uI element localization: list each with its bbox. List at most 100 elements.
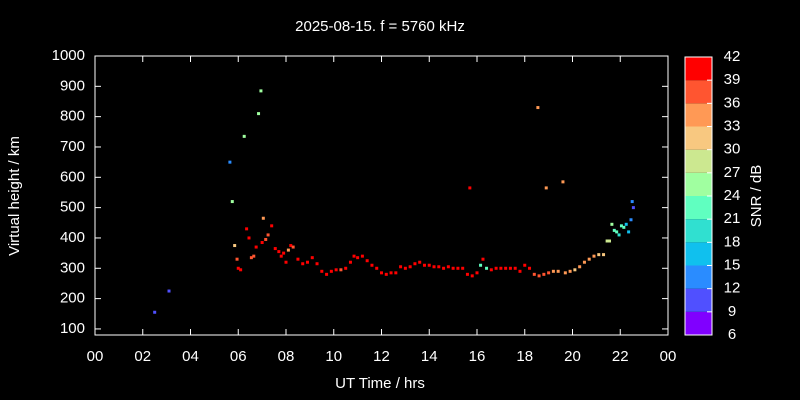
data-point [422, 263, 426, 267]
colorbar-tick-label: 18 [724, 233, 741, 250]
colorbar-band [685, 80, 712, 104]
x-tick-label: 00 [87, 348, 104, 365]
data-point [394, 271, 398, 275]
x-tick-label: 06 [230, 348, 247, 365]
data-point [544, 186, 548, 190]
data-point [352, 254, 356, 258]
data-point [481, 257, 485, 261]
data-point [631, 206, 635, 210]
data-point [277, 250, 281, 254]
colorbar-tick-label: 24 [724, 187, 741, 204]
data-point [556, 269, 560, 273]
x-tick-label: 04 [182, 348, 199, 365]
data-point [610, 222, 614, 226]
data-point [432, 265, 436, 269]
colorbar-tick-label: 9 [728, 303, 736, 320]
chart-title: 2025-08-15. f = 5760 kHz [295, 18, 465, 35]
data-point [504, 266, 508, 270]
y-tick-label: 1000 [52, 47, 85, 64]
data-point [239, 268, 243, 272]
data-point [602, 253, 606, 257]
colorbar-band [685, 57, 712, 81]
colorbar-band [685, 242, 712, 266]
y-tick-label: 300 [60, 259, 85, 276]
data-point [528, 266, 532, 270]
data-point [375, 266, 379, 270]
data-point [489, 268, 493, 272]
data-point [542, 272, 546, 276]
data-point [479, 263, 483, 267]
colorbar-tick-label: 36 [724, 94, 741, 111]
data-point [578, 265, 582, 269]
data-point [573, 268, 577, 272]
colorbar-band [685, 103, 712, 127]
data-point [365, 259, 369, 263]
data-point [532, 272, 536, 276]
data-point [615, 230, 619, 234]
colorbar-tick-label: 33 [724, 117, 741, 134]
data-point [470, 274, 474, 278]
colorbar-tick-label: 42 [724, 48, 741, 65]
y-tick-label: 100 [60, 320, 85, 337]
data-point [259, 89, 263, 93]
data-point [305, 260, 309, 264]
colorbar-tick-label: 21 [724, 210, 741, 227]
colorbar-band [685, 149, 712, 173]
data-point [261, 216, 265, 220]
data-point [270, 224, 274, 228]
data-point [551, 269, 555, 273]
data-point [475, 271, 479, 275]
data-point [499, 266, 503, 270]
data-point [597, 253, 601, 257]
data-point [403, 266, 407, 270]
y-axis-label: Virtual height / km [6, 136, 23, 256]
data-point [325, 272, 329, 276]
data-point [582, 260, 586, 264]
x-tick-label: 08 [278, 348, 295, 365]
x-tick-label: 14 [421, 348, 438, 365]
data-point [563, 271, 567, 275]
data-point [284, 260, 288, 264]
data-point [360, 254, 364, 258]
data-point [380, 271, 383, 275]
x-tick-label: 10 [325, 348, 342, 365]
data-point [605, 239, 609, 243]
x-tick-label: 00 [660, 348, 677, 365]
data-point [235, 257, 239, 261]
data-point [446, 265, 450, 269]
data-point [167, 289, 171, 293]
data-point [310, 256, 314, 260]
data-point [273, 247, 277, 251]
colorbar-tick-label: 15 [724, 256, 741, 273]
data-point [389, 271, 393, 275]
y-tick-label: 600 [60, 168, 85, 185]
data-point [612, 228, 616, 232]
data-point [418, 260, 422, 264]
colorbar-tick-label: 39 [724, 71, 741, 88]
data-point [339, 268, 343, 272]
data-point [291, 245, 295, 249]
data-point [468, 186, 472, 190]
x-tick-label: 16 [469, 348, 486, 365]
y-tick-label: 800 [60, 108, 85, 125]
y-tick-label: 200 [60, 290, 85, 307]
data-point [523, 263, 527, 267]
colorbar-band [685, 219, 712, 243]
x-tick-label: 18 [516, 348, 533, 365]
data-point [334, 268, 338, 272]
data-point [245, 227, 249, 231]
data-point [547, 271, 551, 275]
data-point [329, 269, 333, 273]
data-point [254, 245, 258, 249]
data-point [233, 244, 237, 248]
colorbar-band [685, 126, 712, 150]
data-point [608, 239, 612, 243]
data-point [537, 274, 541, 278]
data-point [413, 262, 417, 266]
data-point [587, 257, 591, 261]
colorbar-label: SNR / dB [748, 165, 765, 228]
x-tick-label: 20 [564, 348, 581, 365]
x-tick-label: 12 [373, 348, 390, 365]
